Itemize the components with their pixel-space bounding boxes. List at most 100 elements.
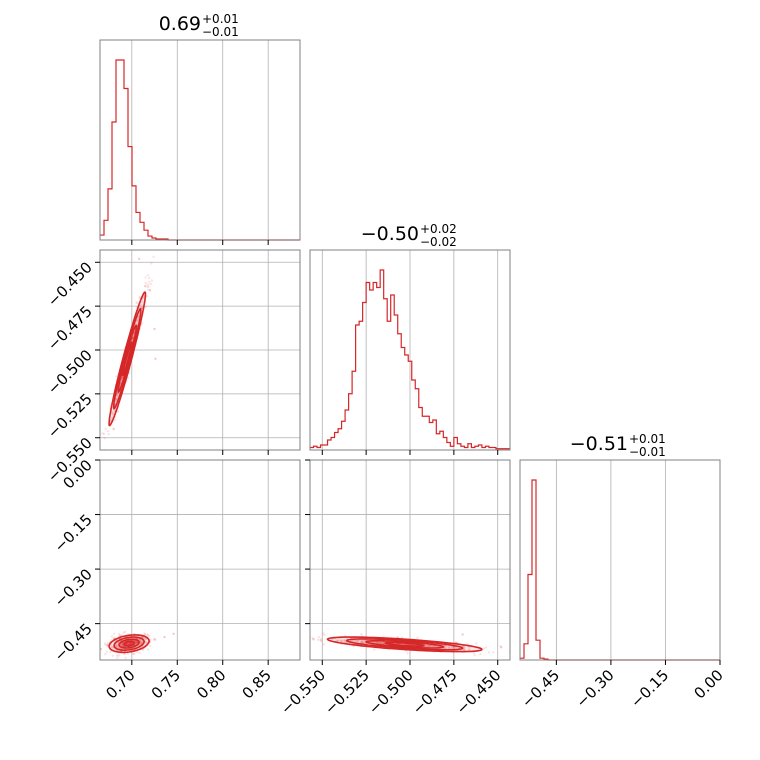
scatter-point bbox=[154, 638, 157, 642]
scatter-point bbox=[144, 281, 147, 285]
scatter-point bbox=[106, 644, 109, 647]
x-tick-label: −0.500 bbox=[365, 666, 417, 718]
contours-1 bbox=[108, 634, 150, 654]
panel-frame-2-0 bbox=[99, 459, 301, 661]
contour-level bbox=[123, 640, 135, 647]
x-tick-label: −0.525 bbox=[321, 666, 373, 718]
scatter-point bbox=[473, 654, 476, 657]
scatter-point bbox=[322, 632, 325, 635]
scatter-point bbox=[105, 650, 108, 653]
y-tick-label: −0.30 bbox=[51, 565, 96, 610]
scatter-point bbox=[137, 315, 140, 318]
scatter-point bbox=[110, 645, 114, 649]
y-tick-label: −0.500 bbox=[44, 346, 96, 398]
y-tick-label: −0.15 bbox=[51, 511, 96, 556]
scatter-point bbox=[115, 654, 119, 657]
scatter-point bbox=[428, 644, 432, 647]
x-tick-label: −0.15 bbox=[627, 666, 672, 711]
scatter-point bbox=[355, 639, 358, 642]
scatter-point bbox=[103, 642, 107, 645]
scatter-point bbox=[146, 286, 149, 289]
title-param-3-minus: −0.01 bbox=[629, 445, 666, 459]
scatter-point bbox=[343, 639, 346, 642]
scatter-point bbox=[360, 640, 363, 644]
scatter-outlier bbox=[163, 635, 166, 639]
title-param-1-median: 0.69 bbox=[159, 13, 201, 35]
scatter-point bbox=[102, 432, 106, 436]
scatter-point bbox=[361, 641, 365, 644]
contours-0 bbox=[108, 291, 147, 427]
scatter-point bbox=[106, 430, 110, 433]
scatter-point bbox=[148, 644, 152, 647]
scatter-point bbox=[406, 652, 409, 655]
scatter-point bbox=[146, 633, 149, 636]
x-tick-label: 0.70 bbox=[102, 666, 138, 702]
scatter-point bbox=[479, 652, 482, 656]
scatter-point bbox=[492, 651, 495, 654]
scatter-point bbox=[146, 634, 149, 637]
scatter-point bbox=[322, 643, 325, 646]
grid-layer bbox=[100, 40, 721, 660]
scatter-point bbox=[134, 640, 138, 643]
scatter-point bbox=[311, 636, 314, 640]
scatter-point bbox=[129, 641, 132, 645]
scatter-point bbox=[306, 635, 308, 637]
tick-label-layer: 0.70 0.75 0.80 0.85 −0.550−0.525−0.500−0.475… bbox=[44, 258, 727, 718]
scatter-point bbox=[360, 633, 363, 636]
scatter-point bbox=[138, 295, 142, 299]
scatter-point bbox=[376, 641, 380, 644]
scatter-point bbox=[463, 646, 467, 650]
scatter-point bbox=[144, 285, 147, 288]
scatter-point bbox=[340, 640, 343, 643]
x-tick-label: −0.550 bbox=[277, 666, 329, 718]
scatter-point bbox=[127, 642, 131, 645]
scatter-outlier bbox=[312, 638, 315, 641]
scatter-point bbox=[354, 639, 357, 642]
contour-level bbox=[108, 634, 150, 654]
scatter-point bbox=[484, 646, 488, 649]
title-param-3-median: −0.51 bbox=[570, 433, 628, 455]
y-tick-label: −0.475 bbox=[44, 302, 96, 354]
scatter-point bbox=[111, 412, 114, 415]
contour-level bbox=[345, 638, 464, 651]
scatter-point bbox=[363, 640, 366, 644]
scatter-point bbox=[143, 284, 147, 288]
x-tick-label: 0.00 bbox=[690, 666, 726, 702]
scatter-point bbox=[109, 650, 112, 654]
scatter-point bbox=[117, 654, 121, 657]
scatter-point bbox=[97, 464, 99, 466]
title-param-2-plus: +0.02 bbox=[420, 222, 457, 236]
title-param-1-minus: −0.01 bbox=[202, 25, 239, 39]
scatter-point bbox=[138, 651, 141, 655]
scatter-outlier bbox=[100, 647, 103, 651]
x-tick-label: 0.75 bbox=[148, 666, 184, 702]
scatter-point bbox=[118, 634, 122, 637]
scatter-point bbox=[462, 645, 465, 648]
scatter-point bbox=[146, 274, 150, 277]
x-tick-label: −0.475 bbox=[409, 666, 461, 718]
scatter-point bbox=[127, 642, 130, 645]
scatter-point bbox=[115, 375, 118, 378]
scatter-point bbox=[382, 641, 386, 645]
contour-level bbox=[112, 308, 142, 410]
scatter-point bbox=[287, 633, 289, 635]
scatter-point bbox=[360, 640, 363, 643]
scatter-point bbox=[121, 643, 124, 647]
contour-layer bbox=[108, 291, 483, 654]
scatter-point bbox=[134, 640, 138, 644]
title-param-3-plus: +0.01 bbox=[629, 432, 666, 446]
scatter-point bbox=[341, 640, 344, 643]
scatter-point bbox=[443, 647, 446, 650]
scatter-point bbox=[428, 644, 431, 647]
scatter-point bbox=[149, 282, 153, 286]
scatter-point bbox=[135, 301, 138, 304]
scatter-point bbox=[356, 639, 360, 642]
scatter-point bbox=[128, 642, 132, 645]
scatter-outlier bbox=[137, 257, 141, 260]
scatter-point bbox=[140, 640, 144, 644]
contours-2 bbox=[326, 636, 483, 653]
scatter-point bbox=[153, 637, 157, 641]
scatter-point bbox=[339, 639, 342, 642]
scatter-point bbox=[143, 633, 147, 636]
